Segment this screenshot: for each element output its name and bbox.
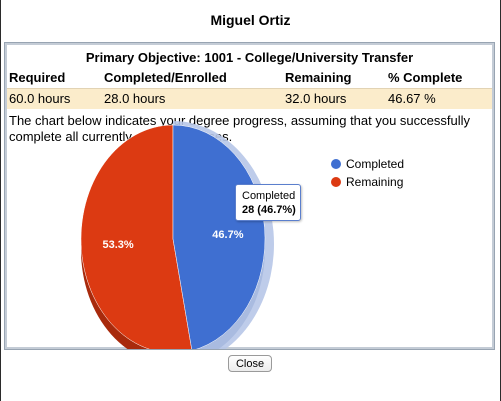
value-percent-complete: 46.67 % [388,91,436,106]
legend-remaining-label: Remaining [346,175,404,189]
header-divider [7,88,492,89]
completed-slice [172,124,266,349]
header-percent-complete: % Complete [388,70,463,85]
legend-item-completed[interactable]: Completed [331,155,404,173]
close-button[interactable]: Close [228,355,272,372]
chart-tooltip: Completed 28 (46.7%) [235,184,301,221]
legend-completed-swatch [331,159,341,169]
value-required: 60.0 hours [9,91,71,106]
legend-remaining-swatch [331,177,341,187]
degree-progress-panel: Primary Objective: 1001 - College/Univer… [4,42,495,350]
remaining-data-label: 53.3% [102,239,133,251]
header-required: Required [9,70,66,85]
summary-values-row: 60.0 hours 28.0 hours 32.0 hours 46.67 % [7,89,492,109]
window-left-edge [0,0,1,401]
pie-group: 46.7% 53.3% [80,121,274,349]
legend-item-remaining[interactable]: Remaining [331,173,404,191]
value-completed-enrolled: 28.0 hours [104,91,166,106]
dialog-title: Miguel Ortiz [210,12,291,28]
completed-data-label: 46.7% [212,229,243,241]
summary-header-row: Required Completed/Enrolled Remaining % … [7,68,492,88]
tooltip-title: Completed [242,190,296,202]
header-completed-enrolled: Completed/Enrolled [104,70,227,85]
legend-completed-label: Completed [346,157,405,171]
remaining-slice [80,124,192,349]
value-remaining: 32.0 hours [285,91,347,106]
chart-legend: Completed Remaining [331,155,404,191]
panel-content: Primary Objective: 1001 - College/Univer… [7,45,492,349]
tooltip-value: 28 (46.7%) [242,204,296,216]
header-remaining: Remaining [285,70,352,85]
objective-title: Primary Objective: 1001 - College/Univer… [85,50,414,65]
